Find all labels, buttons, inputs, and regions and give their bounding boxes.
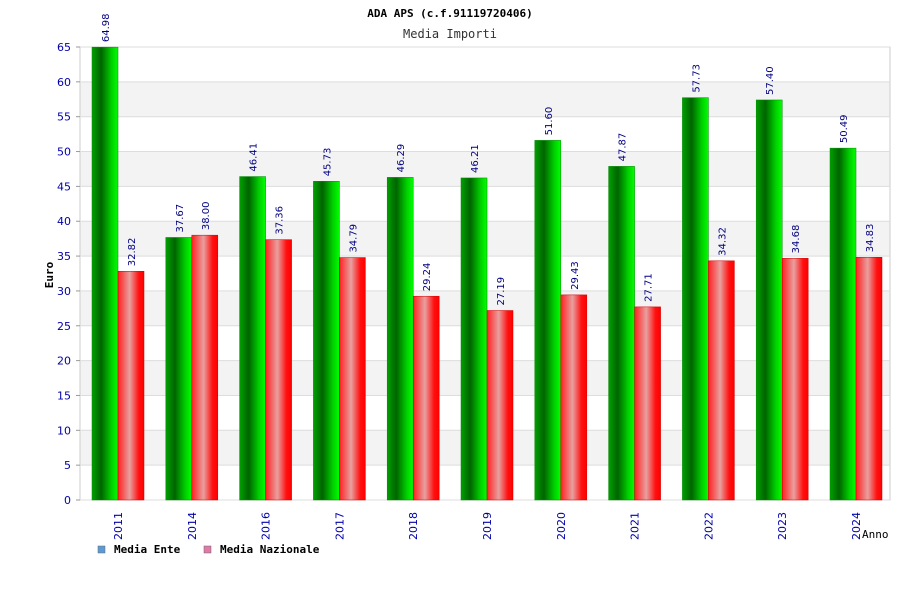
y-tick-label: 10 (57, 424, 71, 437)
y-tick-label: 60 (57, 76, 71, 89)
bar-media-nazionale (339, 257, 366, 501)
bar-media-nazionale (486, 310, 514, 501)
bar-media-ente (608, 166, 635, 501)
y-tick-label: 20 (57, 355, 71, 368)
bar-media-ente (755, 99, 783, 501)
bar-media-nazionale (117, 271, 145, 501)
bar-media-nazionale (634, 306, 661, 501)
plot-band (80, 116, 890, 152)
y-tick-label: 35 (57, 250, 71, 263)
bar-value-label: 27.71 (644, 273, 655, 302)
bar-value-label: 34.68 (791, 225, 802, 254)
legend: Media Ente Media Nazionale (97, 543, 320, 556)
bar-media-ente (386, 177, 414, 501)
plot-band (80, 47, 890, 82)
bar-media-nazionale (265, 239, 292, 501)
y-tick-label: 0 (64, 494, 71, 507)
x-tick-label: 2020 (555, 512, 568, 540)
y-tick-label: 45 (57, 180, 71, 193)
bar-value-label: 37.36 (275, 206, 286, 235)
bar-value-label: 27.19 (496, 277, 507, 306)
plot-band (80, 81, 890, 117)
x-tick-label: 2021 (629, 512, 642, 540)
y-tick-label: 65 (57, 41, 71, 54)
x-tick-label: 2023 (776, 512, 789, 540)
bar-media-ente (534, 140, 562, 501)
bar-media-nazionale (191, 234, 219, 501)
bar-value-label: 29.24 (422, 263, 433, 292)
bar-value-label: 46.41 (249, 143, 260, 172)
x-tick-label: 2022 (702, 512, 715, 540)
bar-media-nazionale (855, 257, 883, 501)
bar-value-label: 38.00 (201, 202, 212, 231)
x-tick-label: 2024 (850, 512, 863, 540)
legend-swatch (97, 545, 106, 554)
chart-title: ADA APS (c.f.91119720406) (367, 7, 533, 20)
y-tick-label: 55 (57, 111, 71, 124)
x-tick-label: 2011 (112, 512, 125, 540)
legend-label: Media Nazionale (220, 543, 320, 556)
x-axis-ticks: 2011 2014 2016 2017 2018 2019 2020 2021 2022 2023… (112, 512, 863, 540)
y-axis-label: Euro (43, 261, 56, 288)
y-tick-label: 5 (64, 459, 71, 472)
bar-media-ente (682, 97, 709, 501)
bar-value-label: 50.49 (839, 114, 850, 143)
bar-value-label: 34.79 (348, 224, 359, 253)
bar-value-label: 29.43 (570, 261, 581, 290)
bar-media-nazionale (412, 295, 440, 501)
y-tick-label: 50 (57, 146, 71, 159)
bar-value-label: 34.32 (717, 227, 728, 256)
bar-media-ente (313, 181, 340, 501)
bar-media-ente (239, 176, 266, 501)
bar-media-ente (460, 177, 488, 501)
bar-value-label: 32.82 (127, 238, 138, 267)
x-tick-label: 2018 (407, 512, 420, 540)
bar-value-label: 46.21 (470, 144, 481, 173)
bar-media-nazionale (560, 294, 588, 501)
x-tick-label: 2017 (333, 512, 346, 540)
y-axis-ticks: 0 5 10 15 20 25 30 35 40 45 50 55 60 65 (57, 41, 80, 507)
bars: 64.98 32.82 37.67 38.00 46.41 37.36 45.73 34.79… (91, 13, 883, 501)
bar-value-label: 64.98 (101, 13, 112, 42)
x-tick-label: 2019 (481, 512, 494, 540)
bar-value-label: 51.60 (544, 107, 555, 136)
legend-swatch (203, 545, 212, 554)
y-tick-label: 40 (57, 215, 71, 228)
x-tick-label: 2016 (260, 512, 273, 540)
legend-label: Media Ente (114, 543, 181, 556)
bar-value-label: 46.29 (396, 144, 407, 173)
bar-value-label: 47.87 (618, 133, 629, 162)
y-tick-label: 15 (57, 389, 71, 402)
bar-value-label: 45.73 (322, 148, 333, 177)
chart-subtitle: Media Importi (403, 27, 497, 41)
bar-value-label: 34.83 (865, 224, 876, 253)
bar-media-nazionale (781, 258, 809, 501)
y-tick-label: 25 (57, 320, 71, 333)
bar-value-label: 37.67 (175, 204, 186, 233)
bar-value-label: 57.40 (765, 66, 776, 95)
x-axis-label: Anno (862, 528, 889, 541)
bar-media-ente (91, 46, 119, 501)
bar-media-ente (165, 237, 193, 501)
bar-media-nazionale (708, 260, 735, 501)
x-tick-label: 2014 (186, 512, 199, 540)
bar-media-ente (829, 147, 857, 501)
y-tick-label: 30 (57, 285, 71, 298)
bar-value-label: 57.73 (691, 64, 702, 93)
